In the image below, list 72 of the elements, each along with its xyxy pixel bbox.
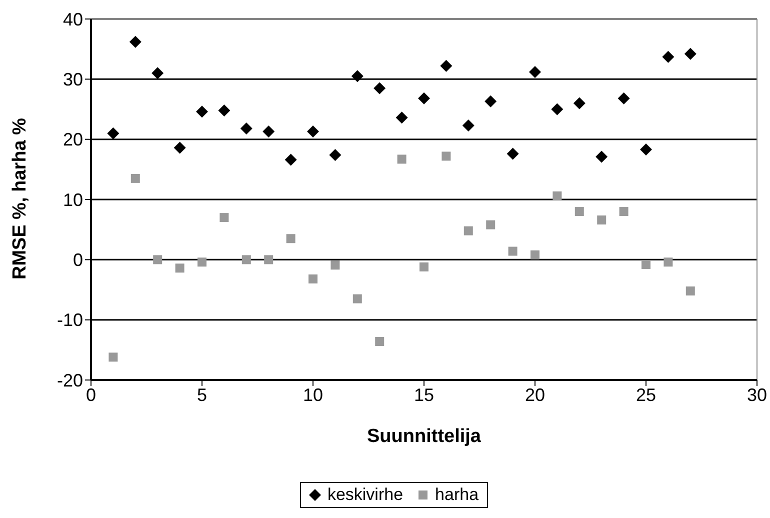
point <box>552 191 562 200</box>
point <box>508 246 518 256</box>
point <box>551 103 564 116</box>
x-tick-label: 20 <box>524 384 546 405</box>
point <box>174 142 186 154</box>
point <box>440 60 452 72</box>
point <box>264 255 274 264</box>
point <box>286 234 296 244</box>
y-tick-label: -10 <box>56 310 83 330</box>
point <box>375 336 384 346</box>
point <box>308 274 318 284</box>
point <box>396 112 408 124</box>
point <box>642 260 650 269</box>
point <box>307 126 319 138</box>
x-tick-label: 5 <box>196 384 208 405</box>
point <box>130 174 140 183</box>
y-tick-label: 40 <box>62 9 83 30</box>
point <box>153 255 162 264</box>
x-tick-label: 30 <box>746 384 768 405</box>
point <box>198 258 206 267</box>
point <box>618 92 630 104</box>
point <box>107 127 120 140</box>
x-tick-label: 25 <box>636 384 656 405</box>
point <box>596 150 608 163</box>
x-tick-label: 15 <box>414 384 434 405</box>
point <box>484 95 497 108</box>
y-axis-title: RMSE %, harha % <box>10 118 31 280</box>
point <box>574 207 584 216</box>
x-axis-title: Suunnittelija <box>367 426 482 447</box>
point <box>284 154 297 166</box>
point <box>108 352 118 362</box>
legend-label: keskivirhe <box>326 485 404 505</box>
point <box>330 260 340 270</box>
y-tick-label: 30 <box>62 70 83 90</box>
point <box>506 148 519 160</box>
y-tick-label: 20 <box>62 130 83 150</box>
point <box>619 207 628 216</box>
point <box>196 106 208 118</box>
point <box>397 154 406 164</box>
point <box>262 126 275 138</box>
point <box>218 104 230 116</box>
legend-label: harha <box>434 485 479 505</box>
point <box>597 215 606 224</box>
point <box>664 258 673 267</box>
y-tick-label: -20 <box>56 370 83 390</box>
point <box>686 286 695 296</box>
point <box>129 36 142 48</box>
point <box>573 97 586 110</box>
point <box>640 144 652 156</box>
point <box>175 264 184 273</box>
point <box>352 294 362 304</box>
point <box>220 213 229 222</box>
point <box>529 66 541 78</box>
point <box>374 82 386 94</box>
point <box>351 70 364 82</box>
point <box>152 67 164 80</box>
point <box>420 262 428 272</box>
point <box>442 152 451 161</box>
point <box>486 220 496 230</box>
point <box>329 148 342 161</box>
point <box>462 119 474 132</box>
point <box>684 48 696 60</box>
y-tick-label: 10 <box>62 190 83 210</box>
x-tick-label: 0 <box>86 384 96 405</box>
point <box>530 250 540 260</box>
point <box>418 92 430 104</box>
point <box>662 50 674 63</box>
point <box>242 255 251 264</box>
point <box>240 122 252 135</box>
x-tick-label: 10 <box>302 384 324 405</box>
y-tick-label: 0 <box>72 250 83 270</box>
point <box>464 226 473 236</box>
